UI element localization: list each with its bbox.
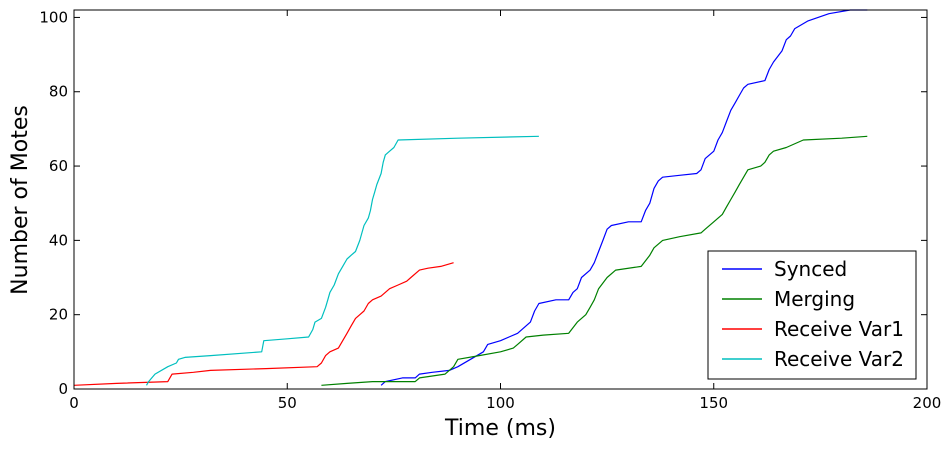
series-line-1 xyxy=(321,135,868,386)
series-line-3 xyxy=(145,135,539,386)
x-tick-label: 200 xyxy=(913,394,942,412)
y-axis-label: Number of Motes xyxy=(8,105,33,295)
legend-label: Synced xyxy=(774,257,847,281)
legend: Synced Merging Receive Var1 Receive Var2 xyxy=(707,250,917,380)
y-tick-label: 60 xyxy=(49,157,68,175)
legend-label: Receive Var1 xyxy=(774,317,904,341)
x-tick-label: 50 xyxy=(278,394,297,412)
y-tick-label: 100 xyxy=(39,8,68,26)
series-line-0 xyxy=(380,9,868,386)
x-tick-label: 150 xyxy=(699,394,728,412)
legend-box xyxy=(707,250,917,380)
series-layer xyxy=(73,9,868,386)
ticks-layer: 0 50 100 150 200 0 20 40 60 80 100 xyxy=(39,8,941,412)
x-tick-label: 0 xyxy=(69,394,79,412)
series-line-2 xyxy=(73,262,454,386)
y-tick-label: 80 xyxy=(49,83,68,101)
y-tick-label: 20 xyxy=(49,306,68,324)
legend-label: Merging xyxy=(774,287,855,311)
y-tick-label: 40 xyxy=(49,231,68,249)
legend-label: Receive Var2 xyxy=(774,347,904,371)
x-tick-label: 100 xyxy=(486,394,515,412)
y-tick-label: 0 xyxy=(58,380,68,398)
x-axis-label: Time (ms) xyxy=(444,416,556,441)
